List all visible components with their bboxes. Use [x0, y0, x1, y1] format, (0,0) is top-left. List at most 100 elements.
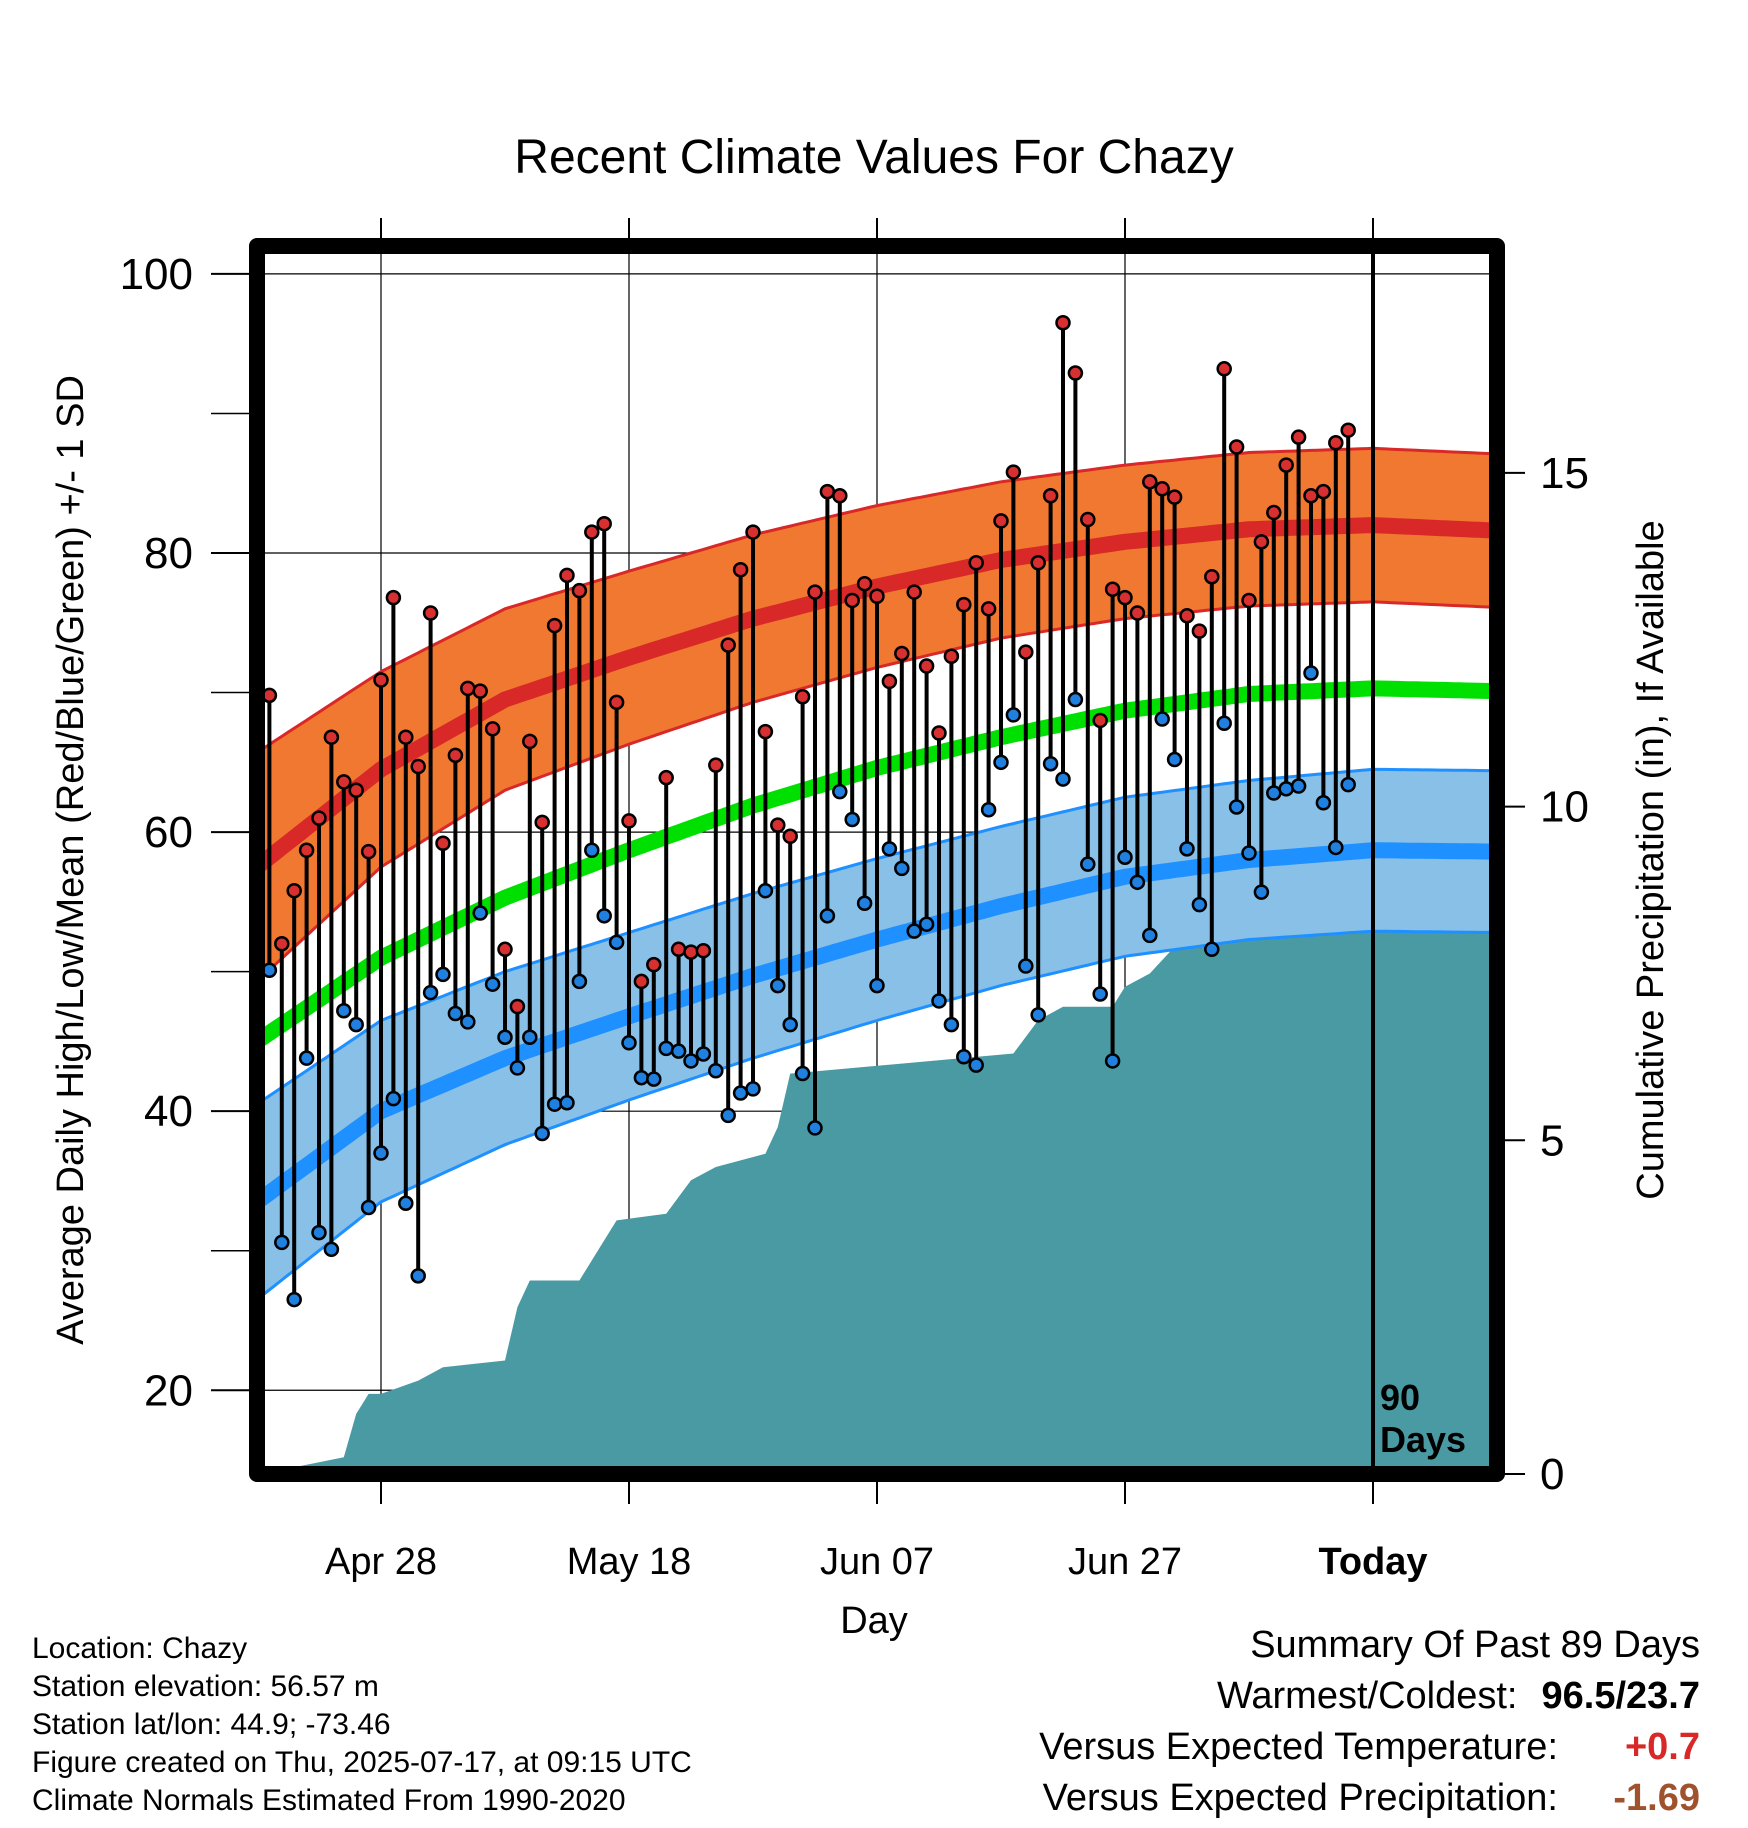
low-point: [1080, 856, 1096, 872]
high-point: [782, 828, 798, 845]
low-point: [1303, 665, 1319, 681]
high-point: [1191, 623, 1208, 639]
high-point: [658, 769, 674, 786]
low-point: [1104, 1053, 1121, 1069]
high-point: [534, 814, 550, 831]
low-point: [894, 860, 910, 877]
low-point: [559, 1095, 575, 1111]
high-point: [993, 513, 1009, 529]
high-point: [1166, 489, 1183, 505]
today-days-number: 90: [1380, 1377, 1420, 1418]
high-point: [571, 582, 588, 599]
low-lower-edge: [257, 929, 1497, 1301]
high-point: [1204, 568, 1220, 585]
high-point: [819, 483, 836, 500]
high-point: [1179, 608, 1195, 624]
high-point: [323, 729, 340, 745]
high-point: [410, 758, 426, 775]
warm-cold-label: Warmest/Coldest:: [1216, 1675, 1518, 1717]
low-point: [1129, 874, 1146, 891]
high-point: [546, 617, 563, 634]
low-point: [1328, 839, 1344, 856]
high-point: [447, 747, 464, 764]
high-point: [968, 555, 984, 571]
low-point: [1204, 941, 1220, 958]
low-point: [1191, 896, 1208, 913]
low-point: [844, 811, 860, 828]
low-point: [968, 1057, 984, 1073]
high-point: [336, 774, 352, 790]
low-point: [1266, 785, 1282, 801]
low-point: [1067, 691, 1084, 708]
y-tick-label-right: 10: [1540, 783, 1589, 832]
high-point: [869, 588, 885, 605]
high-point: [670, 941, 687, 958]
today-days-label: Days: [1380, 1419, 1466, 1460]
high-point: [1253, 534, 1270, 550]
high-point: [1005, 464, 1022, 480]
high-point: [918, 658, 935, 674]
plot-frame: [249, 238, 1505, 1482]
high-point: [1303, 488, 1319, 504]
summary-warm-cold-row: Warmest/Coldest: 96.5/23.7: [800, 1675, 1700, 1726]
x-axis-label: Day: [840, 1600, 908, 1642]
y-tick-label-left: 60: [144, 808, 193, 857]
high-point: [931, 725, 947, 741]
low-point: [1092, 986, 1108, 1002]
high-point: [943, 648, 960, 665]
low-point: [670, 1043, 687, 1059]
high-point: [732, 561, 749, 578]
plot-border: [249, 238, 1505, 1482]
precip-vs-expected-value: -1.69: [1613, 1777, 1700, 1819]
high-point: [906, 584, 922, 600]
low-sd-band: [257, 769, 1497, 1300]
low-point: [460, 1014, 476, 1030]
low-point: [869, 977, 885, 994]
low-point: [1166, 751, 1183, 768]
x-tick-label: May 18: [567, 1541, 692, 1583]
low-point: [1142, 927, 1158, 944]
low-point: [1253, 884, 1270, 900]
low-point: [1340, 776, 1356, 793]
summary-heading-row: Summary Of Past 89 Days: [800, 1624, 1700, 1675]
high-point: [497, 941, 513, 958]
temp-vs-expected-label: Versus Expected Temperature:: [1039, 1726, 1558, 1768]
high-sd-band: [257, 448, 1497, 982]
daily-observations: [257, 315, 1356, 1347]
low-point: [422, 984, 439, 1001]
high-point: [794, 688, 811, 705]
high-point: [708, 757, 724, 773]
low-point: [274, 1234, 290, 1251]
low-point: [509, 1060, 526, 1076]
low-point: [918, 916, 935, 932]
high-point: [1328, 435, 1344, 451]
low-point: [298, 1050, 315, 1066]
low-point: [931, 993, 947, 1009]
high-point: [422, 605, 439, 621]
low-point: [373, 1145, 389, 1161]
info-location: Location: Chazy: [32, 1632, 248, 1665]
high-point: [745, 524, 761, 540]
high-point: [435, 835, 451, 852]
high-point: [274, 935, 290, 952]
low-point: [1241, 845, 1257, 861]
high-point: [894, 645, 910, 662]
high-point: [608, 694, 625, 711]
high-point: [757, 723, 774, 740]
low-point: [794, 1065, 811, 1082]
high-point: [720, 637, 736, 653]
y-tick-label-right: 0: [1540, 1450, 1564, 1499]
high-point: [398, 729, 414, 745]
high-point: [807, 584, 823, 600]
high-point: [559, 567, 575, 584]
high-point: [1241, 592, 1257, 609]
high-point: [484, 721, 501, 737]
high-point: [856, 575, 873, 592]
high-point: [621, 813, 637, 829]
precip-cumulative-area: [257, 853, 1497, 1474]
high-point: [472, 683, 488, 699]
high-point: [1055, 315, 1071, 331]
high-point: [832, 488, 848, 504]
low-point: [360, 1199, 377, 1216]
